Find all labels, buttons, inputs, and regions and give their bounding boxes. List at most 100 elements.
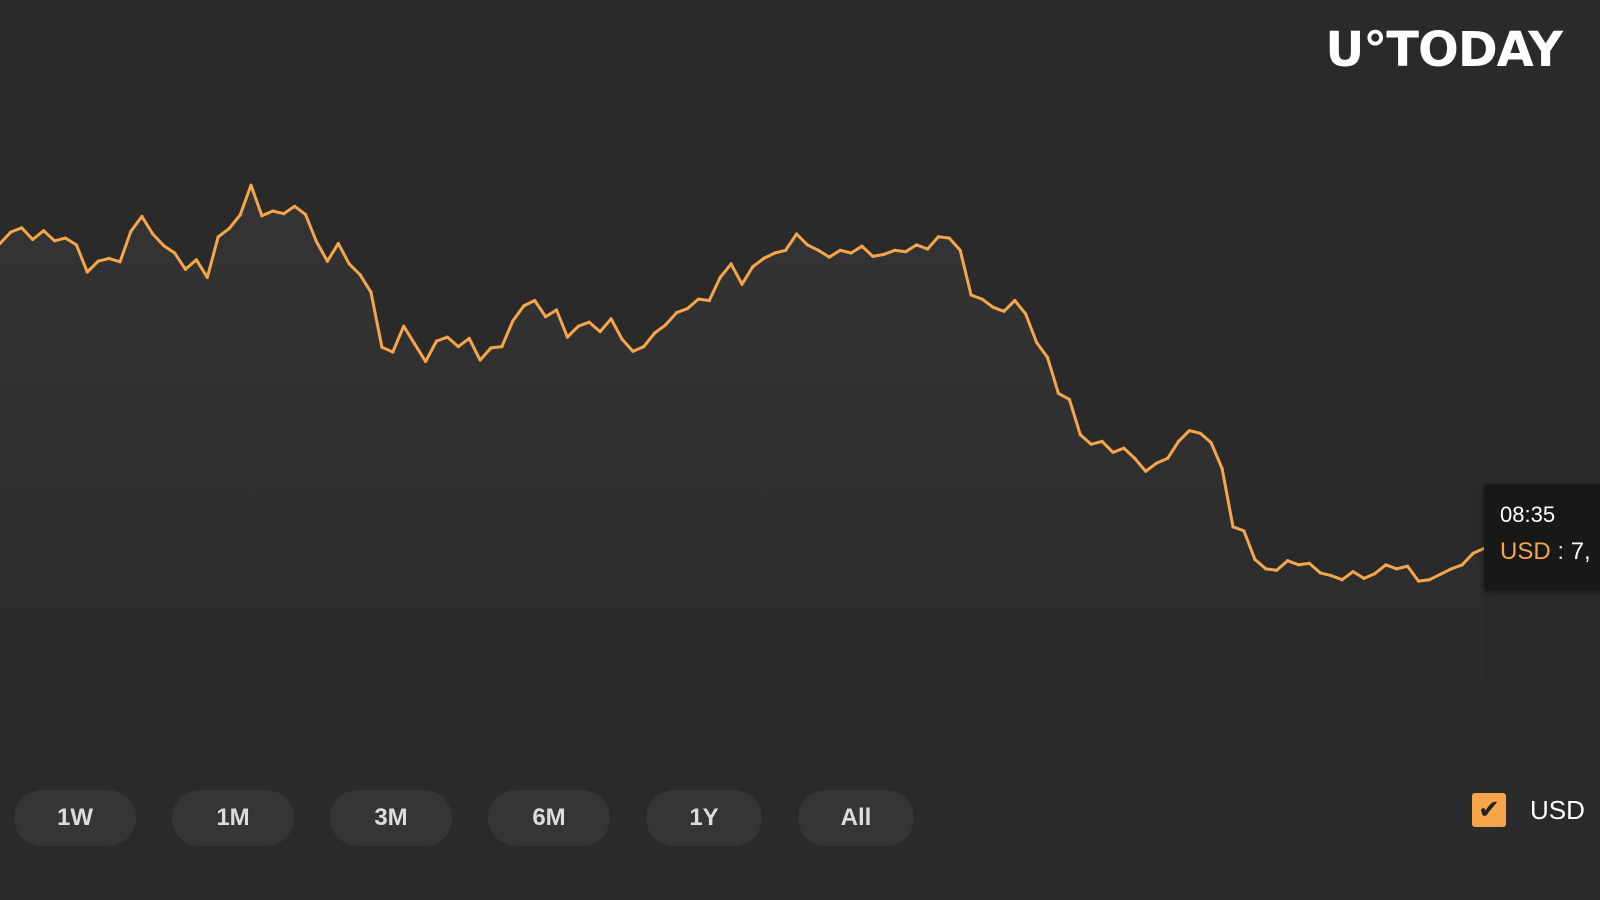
range-button-3m[interactable]: 3M bbox=[330, 790, 452, 846]
usd-data-point bbox=[53, 239, 57, 243]
usd-data-point bbox=[391, 350, 395, 354]
usd-data-point bbox=[369, 290, 373, 294]
usd-data-point bbox=[1111, 450, 1115, 454]
usd-data-point bbox=[849, 251, 853, 255]
usd-data-point bbox=[413, 342, 417, 346]
usd-data-point bbox=[380, 345, 384, 349]
usd-data-point bbox=[467, 336, 471, 340]
chart-legend: ✔ USD bbox=[1472, 792, 1585, 828]
usd-data-point bbox=[96, 259, 100, 263]
usd-data-point bbox=[238, 213, 242, 217]
usd-data-point bbox=[805, 243, 810, 247]
usd-data-point bbox=[991, 305, 995, 309]
usd-data-point bbox=[947, 236, 951, 240]
usd-data-point bbox=[729, 262, 733, 266]
usd-data-point bbox=[20, 226, 24, 230]
usd-data-point bbox=[554, 308, 559, 312]
usd-data-point bbox=[511, 319, 515, 323]
usd-data-point bbox=[631, 349, 635, 353]
usd-data-point bbox=[773, 251, 777, 255]
usd-data-point bbox=[980, 297, 984, 301]
usd-data-point bbox=[685, 307, 690, 311]
usd-data-point bbox=[1406, 564, 1410, 568]
usd-data-point bbox=[609, 317, 613, 321]
usd-data-point bbox=[227, 227, 231, 231]
legend-label-usd: USD bbox=[1530, 794, 1585, 825]
tooltip-series-label: USD bbox=[1500, 538, 1551, 565]
usd-data-point bbox=[1198, 431, 1202, 435]
usd-data-point bbox=[303, 212, 308, 216]
usd-data-point bbox=[762, 256, 766, 260]
usd-data-point bbox=[522, 304, 526, 308]
range-button-1w[interactable]: 1W bbox=[14, 790, 136, 846]
usd-data-point bbox=[1187, 429, 1191, 433]
usd-data-point bbox=[664, 323, 668, 327]
usd-data-point bbox=[325, 259, 329, 263]
usd-data-point bbox=[216, 235, 220, 239]
usd-data-point bbox=[1176, 439, 1181, 443]
usd-data-point bbox=[478, 358, 482, 362]
tooltip-value: 7, bbox=[1570, 538, 1591, 565]
tooltip-time: 08:35 bbox=[1500, 502, 1556, 527]
usd-data-point bbox=[620, 337, 624, 341]
usd-data-point bbox=[860, 244, 864, 248]
usd-data-point bbox=[827, 255, 831, 259]
tooltip-value-row: USD : 7, bbox=[1500, 538, 1591, 566]
usd-data-point bbox=[1438, 572, 1442, 576]
usd-data-point bbox=[118, 260, 122, 264]
usd-data-point bbox=[1416, 579, 1421, 583]
usd-data-point bbox=[271, 209, 275, 213]
usd-series-checkbox[interactable]: ✔ bbox=[1472, 793, 1506, 827]
usd-data-point bbox=[31, 237, 35, 242]
usd-data-point bbox=[445, 335, 449, 339]
utoday-logo: U°TODAY bbox=[1325, 22, 1563, 78]
usd-data-point bbox=[9, 230, 13, 234]
range-button-1y[interactable]: 1Y bbox=[646, 790, 762, 846]
usd-data-point bbox=[1045, 355, 1050, 359]
usd-data-point bbox=[784, 248, 788, 252]
usd-data-point bbox=[1362, 576, 1366, 581]
chart-tooltip: 08:35 USD : 7, bbox=[1484, 484, 1600, 590]
usd-data-point bbox=[1133, 456, 1137, 460]
range-button-1m[interactable]: 1M bbox=[172, 790, 294, 846]
usd-data-point bbox=[1449, 567, 1453, 571]
usd-data-point bbox=[653, 331, 657, 335]
usd-data-point bbox=[1329, 574, 1333, 578]
usd-data-point bbox=[500, 345, 504, 349]
usd-data-point bbox=[969, 293, 973, 297]
usd-data-point bbox=[740, 282, 744, 286]
usd-data-point bbox=[1089, 442, 1093, 446]
usd-data-point bbox=[1296, 563, 1301, 567]
range-button-all[interactable]: All bbox=[798, 790, 914, 846]
usd-data-point bbox=[1264, 567, 1268, 571]
usd-data-point bbox=[587, 320, 591, 324]
usd-data-point bbox=[1002, 309, 1006, 313]
usd-data-point bbox=[696, 297, 701, 301]
usd-data-point bbox=[1078, 433, 1082, 437]
usd-data-point bbox=[282, 212, 286, 216]
usd-data-point bbox=[1100, 439, 1104, 443]
usd-data-point bbox=[795, 232, 799, 236]
usd-data-point bbox=[456, 345, 460, 349]
usd-data-point bbox=[1122, 446, 1126, 450]
usd-data-point bbox=[544, 315, 548, 319]
usd-data-point bbox=[707, 298, 711, 303]
usd-data-point bbox=[107, 256, 111, 260]
usd-data-point bbox=[904, 250, 908, 254]
usd-data-point bbox=[1286, 559, 1290, 563]
range-button-6m[interactable]: 6M bbox=[488, 790, 610, 846]
usd-data-point bbox=[1231, 525, 1235, 529]
usd-data-point bbox=[1035, 340, 1039, 345]
usd-data-point bbox=[1373, 572, 1377, 576]
usd-data-point bbox=[85, 270, 89, 274]
usd-data-point bbox=[565, 335, 570, 339]
usd-data-point bbox=[598, 330, 602, 334]
usd-data-point bbox=[1220, 467, 1224, 471]
usd-data-point bbox=[751, 265, 755, 269]
usd-data-point bbox=[194, 258, 198, 262]
usd-data-point bbox=[293, 204, 297, 208]
usd-data-point bbox=[1067, 397, 1071, 401]
usd-data-point bbox=[958, 248, 962, 252]
usd-data-point bbox=[1460, 563, 1464, 567]
